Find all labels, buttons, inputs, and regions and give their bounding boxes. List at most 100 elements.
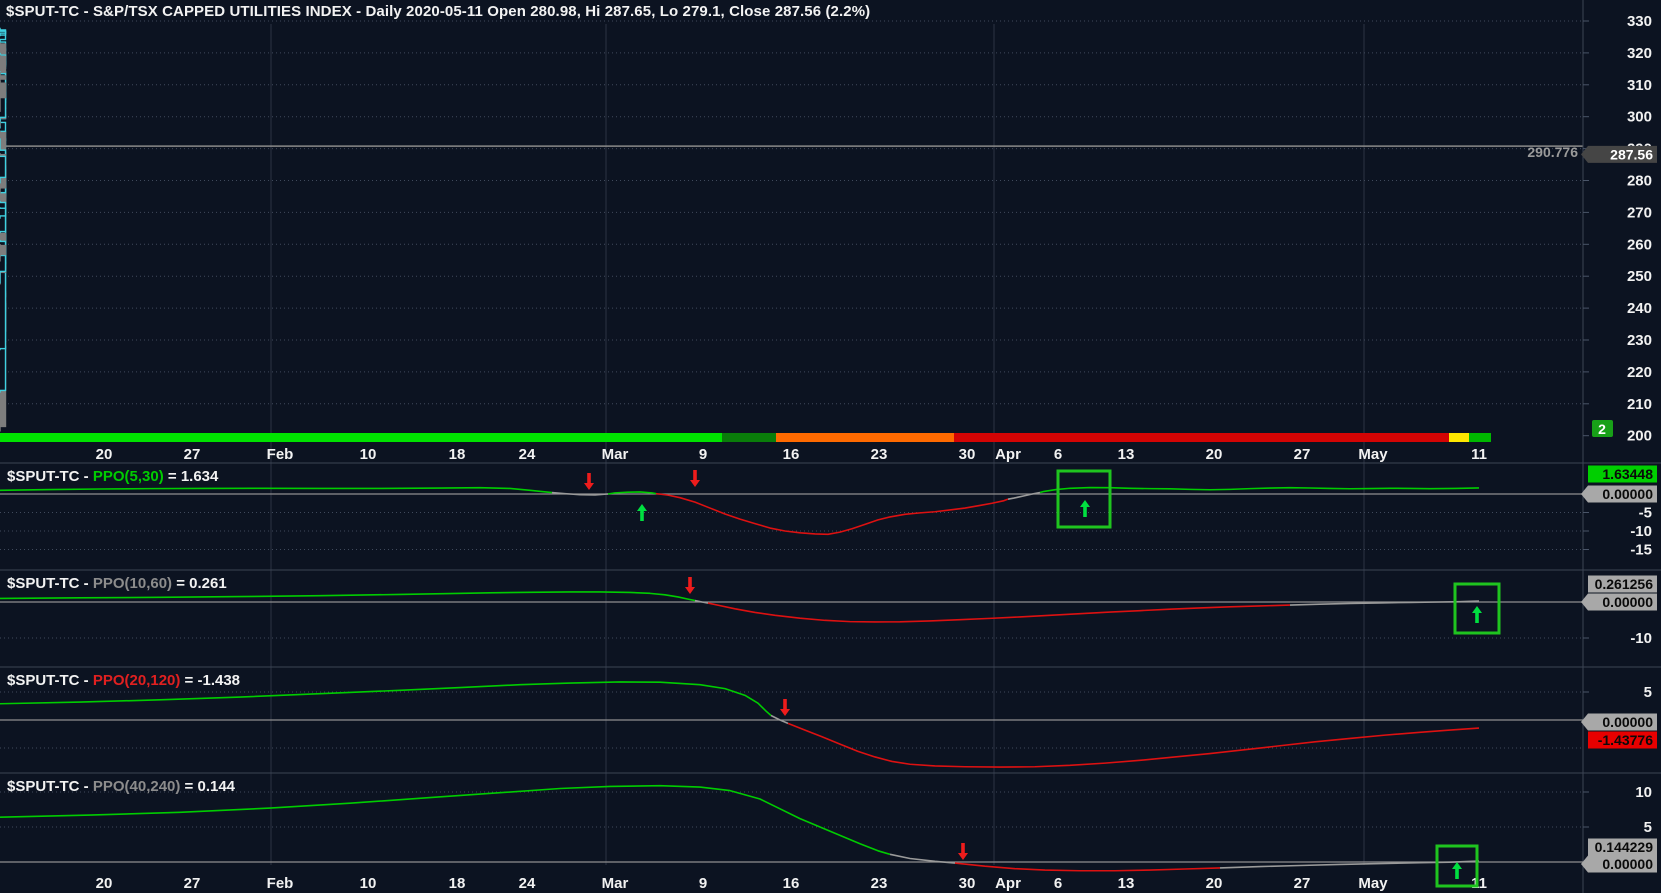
candlestick[interactable] — [0, 72, 7, 90]
annotation-box[interactable] — [1453, 582, 1501, 635]
buy-signal-arrow-icon[interactable] — [1080, 500, 1090, 517]
last-price-badge — [1581, 145, 1657, 163]
price-axis-label: 250 — [1627, 268, 1652, 285]
date-axis-label-bottom: 20 — [96, 875, 113, 892]
ppo-line-green — [607, 491, 657, 495]
indicator-axis-label: 5 — [1644, 684, 1652, 701]
date-axis-label-bottom: 11 — [1471, 875, 1487, 892]
candlestick[interactable] — [0, 30, 7, 34]
sell-signal-arrow-icon[interactable] — [690, 470, 700, 487]
candlestick[interactable] — [0, 82, 7, 99]
ppo-line-green — [1039, 486, 1480, 494]
price-axis-label: 240 — [1627, 300, 1652, 317]
date-axis-label: Apr — [995, 446, 1021, 463]
event-count-badge — [1592, 420, 1613, 437]
sell-signal-arrow-icon[interactable] — [584, 473, 594, 490]
buy-signal-arrow-icon[interactable] — [637, 504, 647, 521]
ppo-line-green — [0, 486, 553, 494]
date-axis-label-bottom: 20 — [1206, 875, 1223, 892]
indicator-value-badge — [1588, 465, 1657, 483]
date-axis-label: 10 — [360, 446, 377, 463]
date-axis-label: 13 — [1118, 446, 1135, 463]
indicator-panel-title: $SPUT-TC - PPO(40,240) = 0.144 — [7, 778, 236, 795]
indicator-value-badge — [1581, 713, 1657, 731]
date-axis-label: 27 — [184, 446, 201, 463]
candlestick[interactable] — [0, 121, 7, 133]
buy-signal-arrow-icon[interactable] — [1452, 862, 1462, 879]
market-condition-ribbon-segment — [954, 433, 1449, 442]
candlestick[interactable] — [0, 149, 7, 156]
candlestick[interactable] — [0, 261, 7, 350]
date-axis-label-bottom: Apr — [995, 875, 1021, 892]
indicator-value-badge-text: 0.00000 — [1602, 856, 1653, 872]
sell-signal-arrow-icon[interactable] — [958, 843, 968, 860]
candlestick[interactable] — [0, 197, 7, 204]
price-axis-label: 330 — [1627, 13, 1652, 30]
date-axis-label-bottom: Mar — [602, 875, 629, 892]
candlestick[interactable] — [0, 207, 7, 217]
date-axis-label: 11 — [1471, 446, 1487, 463]
indicator-panel-title: $SPUT-TC - PPO(10,60) = 0.261 — [7, 575, 227, 592]
date-axis-label: 18 — [449, 446, 466, 463]
date-axis-label: 24 — [519, 446, 536, 463]
indicator-axis-label: 10 — [1635, 784, 1652, 801]
market-condition-ribbon-segment — [1469, 433, 1491, 442]
candlestick[interactable] — [0, 345, 7, 392]
ppo-line-green — [0, 591, 696, 602]
ppo-line-grey — [889, 853, 956, 864]
candlestick[interactable] — [0, 155, 7, 179]
date-axis-label: 23 — [871, 446, 888, 463]
date-axis-label: 20 — [1206, 446, 1223, 463]
market-condition-ribbon-segment — [0, 433, 722, 442]
sell-signal-arrow-icon[interactable] — [780, 699, 790, 716]
indicator-value-badge-text: 0.261256 — [1595, 576, 1654, 592]
candlestick[interactable] — [0, 191, 7, 199]
candlestick[interactable] — [0, 82, 7, 119]
indicator-value-badge-text: 0.00000 — [1602, 594, 1653, 610]
price-axis-label: 260 — [1627, 236, 1652, 253]
candlestick[interactable] — [0, 244, 7, 256]
indicator-axis-label: -15 — [1630, 542, 1652, 559]
indicator-value-badge — [1588, 731, 1657, 749]
ppo-line-green — [0, 681, 772, 717]
indicator-value-badge — [1588, 575, 1657, 593]
indicator-value-badge-text: -1.43776 — [1598, 732, 1653, 748]
date-axis-label-bottom: 30 — [959, 875, 976, 892]
price-axis-label: 230 — [1627, 332, 1652, 349]
indicator-value-badge-text: 1.63448 — [1602, 466, 1653, 482]
date-axis-label: Feb — [267, 446, 294, 463]
date-axis-label-bottom: May — [1358, 875, 1388, 892]
market-condition-ribbon-segment — [1449, 433, 1469, 442]
annotation-box[interactable] — [1056, 469, 1112, 529]
reference-line-value: 290.776 — [1527, 144, 1578, 160]
indicator-panel-title: $SPUT-TC - PPO(5,30) = 1.634 — [7, 468, 219, 485]
ppo-line-red — [707, 602, 1291, 623]
date-axis-label-bottom: 6 — [1054, 875, 1062, 892]
sell-signal-arrow-icon[interactable] — [685, 577, 695, 594]
date-axis-label-bottom: Feb — [267, 875, 294, 892]
candlestick[interactable] — [0, 75, 7, 80]
candlestick[interactable] — [0, 176, 7, 182]
ppo-line-grey — [770, 714, 789, 725]
date-axis-label: 6 — [1054, 446, 1062, 463]
date-axis-label: 9 — [699, 446, 707, 463]
ppo-line-grey — [694, 599, 709, 604]
indicator-axis-label: 5 — [1644, 819, 1652, 836]
date-axis-label: 20 — [96, 446, 113, 463]
ppo-line-red — [954, 862, 1221, 872]
candlestick[interactable] — [0, 131, 7, 167]
price-axis-label: 200 — [1627, 428, 1652, 445]
candlestick[interactable] — [0, 43, 7, 60]
candlestick[interactable] — [0, 55, 7, 88]
buy-signal-arrow-icon[interactable] — [1472, 606, 1482, 623]
chart-header-title: $SPUT-TC - S&P/TSX CAPPED UTILITIES INDE… — [6, 3, 871, 20]
date-axis-label-bottom: 27 — [1294, 875, 1311, 892]
indicator-axis-label: -5 — [1639, 505, 1652, 522]
annotation-box[interactable] — [1435, 844, 1479, 888]
price-axis-label: 310 — [1627, 77, 1652, 94]
price-axis-label: 220 — [1627, 364, 1652, 381]
candlestick[interactable] — [0, 201, 7, 212]
ppo-line-red — [655, 492, 1009, 536]
